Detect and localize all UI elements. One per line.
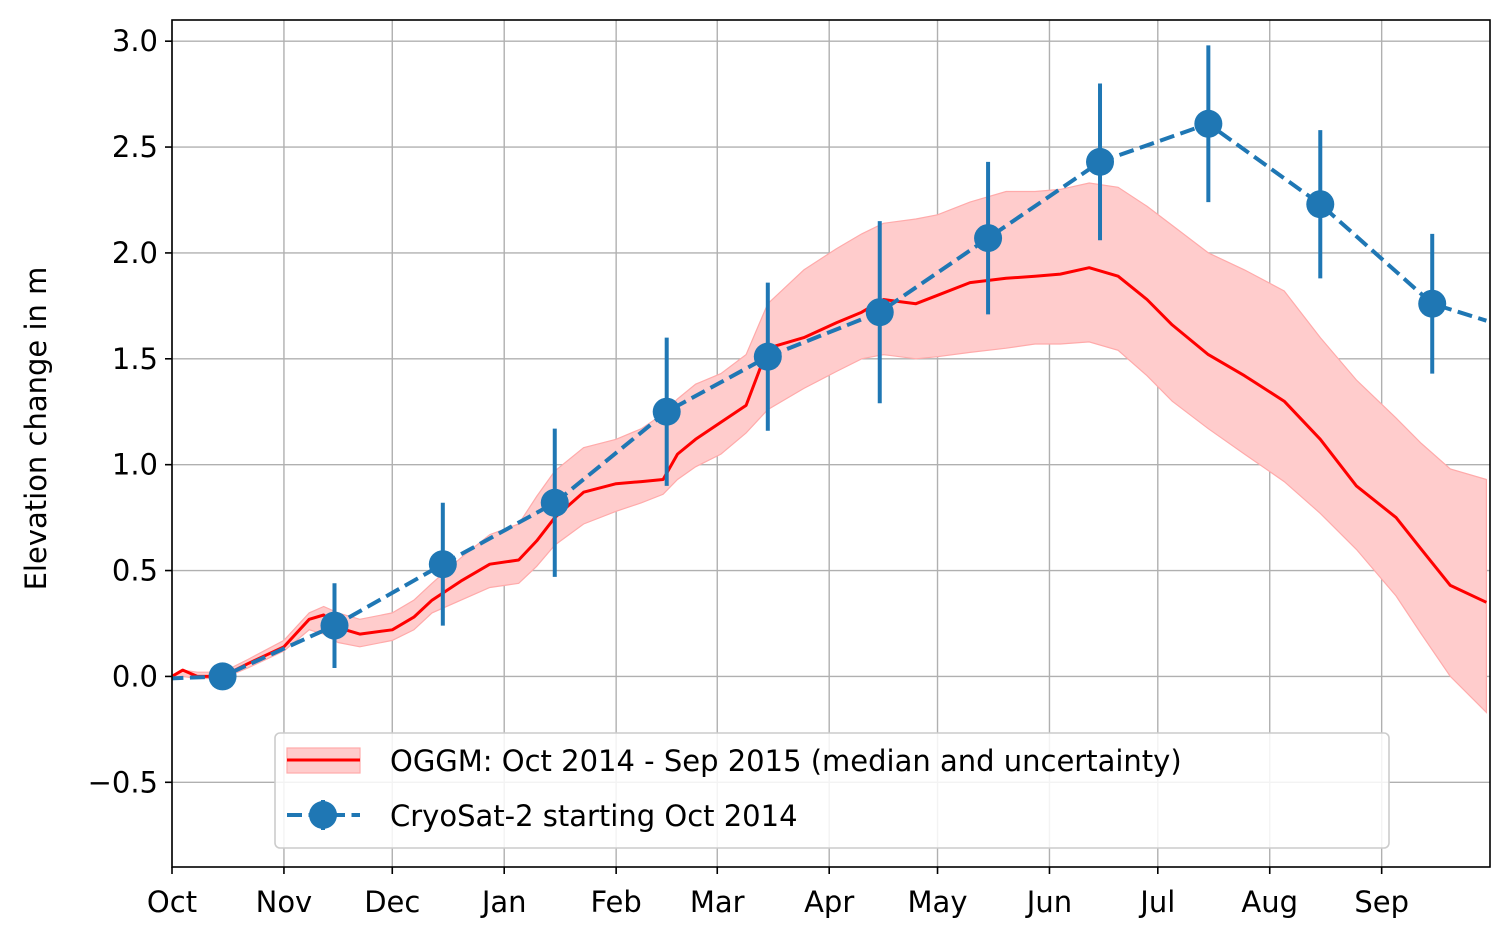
cryosat-point (865, 298, 894, 327)
y-tick-label: 0.0 (112, 659, 158, 693)
y-tick-label: 1.0 (112, 448, 158, 482)
cryosat-point (1306, 190, 1335, 219)
legend-box (274, 732, 1390, 849)
cryosat-point (974, 224, 1003, 253)
x-tick-label: Jan (480, 885, 527, 919)
y-tick-label: 1.5 (112, 342, 158, 376)
series-layer (172, 45, 1488, 691)
cryosat-point (652, 397, 681, 426)
cryosat-point (320, 611, 349, 640)
y-tick-label: 3.0 (112, 24, 158, 58)
x-tick-label: Sep (1354, 885, 1409, 919)
oggm-uncertainty-band (172, 182, 1487, 714)
y-tick-label: 2.5 (112, 130, 158, 164)
legend: OGGM: Oct 2014 - Sep 2015 (median and un… (274, 732, 1390, 849)
cryosat-point (1086, 147, 1115, 176)
uncertainty-band-layer (172, 182, 1487, 714)
x-tick-label: Nov (256, 885, 313, 919)
x-tick-label: Jul (1138, 885, 1175, 919)
x-tick-label: Dec (364, 885, 420, 919)
cryosat-point (428, 550, 457, 579)
y-tick-label: −0.5 (88, 765, 158, 799)
y-tick-label: 2.0 (112, 236, 158, 270)
x-tick-label: Apr (804, 885, 854, 919)
cryosat-point (753, 342, 782, 371)
x-tick-label: Feb (590, 885, 641, 919)
x-tick-label: Mar (690, 885, 745, 919)
x-tick-label: Aug (1241, 885, 1298, 919)
x-tick-label: Oct (147, 885, 197, 919)
legend-cryosat-marker-swatch (309, 801, 337, 829)
legend-cryosat-label: CryoSat-2 starting Oct 2014 (390, 799, 798, 833)
x-tick-label: May (908, 885, 968, 919)
plot-frame (171, 19, 1491, 868)
cryosat-line (172, 121, 1487, 681)
cryosat-point (1418, 289, 1447, 318)
y-tick-label: 0.5 (112, 554, 158, 588)
y-axis-title: Elevation change in m (19, 267, 53, 591)
x-tick-label: Jun (1025, 885, 1072, 919)
legend-oggm-label: OGGM: Oct 2014 - Sep 2015 (median and un… (390, 744, 1182, 778)
cryosat-point (1194, 109, 1223, 138)
cryosat-point (208, 662, 237, 691)
cryosat-point (540, 488, 569, 517)
axes: Oct Nov Dec Jan Feb Mar Apr May Jun Jul Aug Sep −0.5… (19, 19, 1491, 919)
